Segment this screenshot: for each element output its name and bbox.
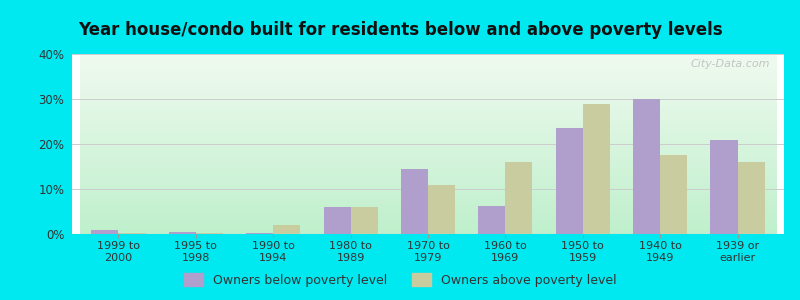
Bar bbox=[274, 225, 300, 234]
Bar bbox=[428, 184, 455, 234]
Bar bbox=[91, 230, 118, 234]
Bar bbox=[738, 162, 765, 234]
Bar bbox=[401, 169, 428, 234]
Bar bbox=[196, 233, 223, 234]
Legend: Owners below poverty level, Owners above poverty level: Owners below poverty level, Owners above… bbox=[180, 270, 620, 291]
Bar bbox=[246, 233, 274, 234]
Bar bbox=[556, 128, 582, 234]
Bar bbox=[633, 99, 660, 234]
Bar bbox=[350, 207, 378, 234]
Bar bbox=[118, 233, 146, 234]
Text: City-Data.com: City-Data.com bbox=[690, 59, 770, 69]
Bar bbox=[660, 155, 687, 234]
Bar bbox=[323, 207, 350, 234]
Bar bbox=[169, 232, 196, 234]
Bar bbox=[582, 103, 610, 234]
Bar bbox=[710, 140, 738, 234]
Bar bbox=[506, 162, 533, 234]
Bar bbox=[478, 206, 506, 234]
Text: Year house/condo built for residents below and above poverty levels: Year house/condo built for residents bel… bbox=[78, 21, 722, 39]
